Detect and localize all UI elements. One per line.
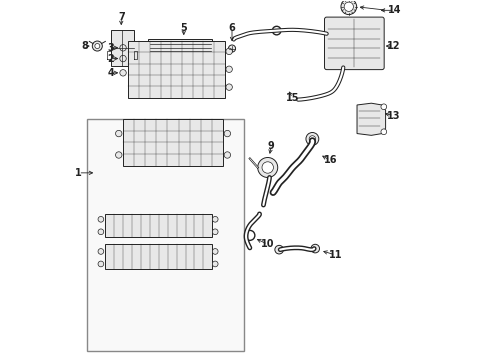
- Circle shape: [380, 104, 386, 110]
- Circle shape: [225, 48, 232, 55]
- Circle shape: [340, 0, 356, 15]
- Text: 8: 8: [81, 41, 88, 51]
- Circle shape: [274, 246, 283, 254]
- Circle shape: [95, 44, 100, 49]
- Bar: [128, 41, 224, 98]
- Bar: [110, 30, 134, 66]
- Text: 4: 4: [107, 68, 114, 78]
- Circle shape: [225, 84, 232, 90]
- Bar: [105, 214, 212, 237]
- Text: 14: 14: [387, 5, 401, 15]
- Text: 3: 3: [107, 43, 114, 53]
- Circle shape: [115, 130, 122, 137]
- Text: 7: 7: [118, 13, 124, 22]
- Circle shape: [98, 229, 103, 235]
- Text: 12: 12: [386, 41, 400, 51]
- Bar: [87, 119, 244, 351]
- Circle shape: [257, 157, 277, 177]
- Circle shape: [115, 152, 122, 158]
- Circle shape: [98, 216, 103, 222]
- Circle shape: [120, 55, 126, 62]
- FancyBboxPatch shape: [324, 17, 384, 69]
- Text: 1: 1: [75, 168, 81, 178]
- Circle shape: [98, 261, 103, 267]
- Circle shape: [272, 26, 281, 35]
- Circle shape: [120, 69, 126, 76]
- Circle shape: [212, 216, 218, 222]
- Circle shape: [310, 244, 319, 253]
- Circle shape: [380, 129, 386, 135]
- Circle shape: [308, 136, 315, 142]
- Text: 10: 10: [261, 239, 274, 249]
- Circle shape: [344, 2, 353, 12]
- Text: 2: 2: [107, 54, 114, 64]
- Circle shape: [225, 66, 232, 72]
- Circle shape: [212, 261, 218, 267]
- Text: 6: 6: [228, 23, 235, 33]
- Circle shape: [305, 132, 318, 145]
- Circle shape: [244, 230, 254, 240]
- Text: 13: 13: [386, 111, 400, 121]
- Circle shape: [120, 45, 126, 51]
- Circle shape: [92, 41, 102, 51]
- Bar: [148, 39, 212, 53]
- Polygon shape: [356, 103, 385, 135]
- Text: 5: 5: [180, 23, 187, 33]
- Circle shape: [224, 152, 230, 158]
- Text: 15: 15: [285, 93, 299, 103]
- Bar: [105, 244, 212, 269]
- Circle shape: [212, 229, 218, 235]
- Circle shape: [212, 249, 218, 254]
- Text: 11: 11: [328, 250, 342, 260]
- Circle shape: [224, 130, 230, 137]
- Bar: [123, 119, 223, 166]
- Circle shape: [228, 45, 235, 52]
- Circle shape: [262, 162, 273, 173]
- Text: 9: 9: [267, 141, 274, 151]
- Text: 16: 16: [323, 156, 336, 165]
- Circle shape: [98, 249, 103, 254]
